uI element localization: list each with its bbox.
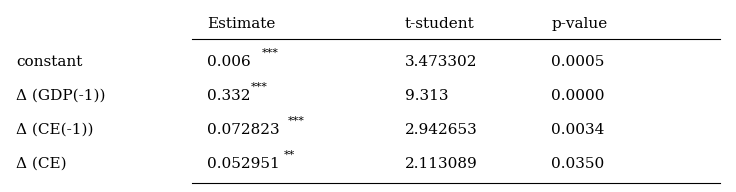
Text: ***: *** (251, 82, 268, 92)
Text: Δ (CE): Δ (CE) (16, 157, 67, 171)
Text: ***: *** (262, 47, 278, 57)
Text: p-value: p-value (551, 17, 607, 31)
Text: 0.0034: 0.0034 (551, 123, 605, 137)
Text: 0.0000: 0.0000 (551, 89, 605, 103)
Text: 0.0005: 0.0005 (551, 55, 605, 69)
Text: **: ** (283, 150, 295, 160)
Text: 0.072823: 0.072823 (207, 123, 280, 137)
Text: constant: constant (16, 55, 82, 69)
Text: Δ (GDP(-1)): Δ (GDP(-1)) (16, 89, 105, 103)
Text: 0.052951: 0.052951 (207, 157, 280, 171)
Text: 0.0350: 0.0350 (551, 157, 604, 171)
Text: 2.113089: 2.113089 (405, 157, 478, 171)
Text: ***: *** (287, 116, 304, 126)
Text: 9.313: 9.313 (405, 89, 448, 103)
Text: 3.473302: 3.473302 (405, 55, 477, 69)
Text: 2.942653: 2.942653 (405, 123, 478, 137)
Text: Estimate: Estimate (207, 17, 275, 31)
Text: 0.332: 0.332 (207, 89, 250, 103)
Text: Δ (CE(-1)): Δ (CE(-1)) (16, 123, 93, 137)
Text: t-student: t-student (405, 17, 475, 31)
Text: 0.006: 0.006 (207, 55, 250, 69)
